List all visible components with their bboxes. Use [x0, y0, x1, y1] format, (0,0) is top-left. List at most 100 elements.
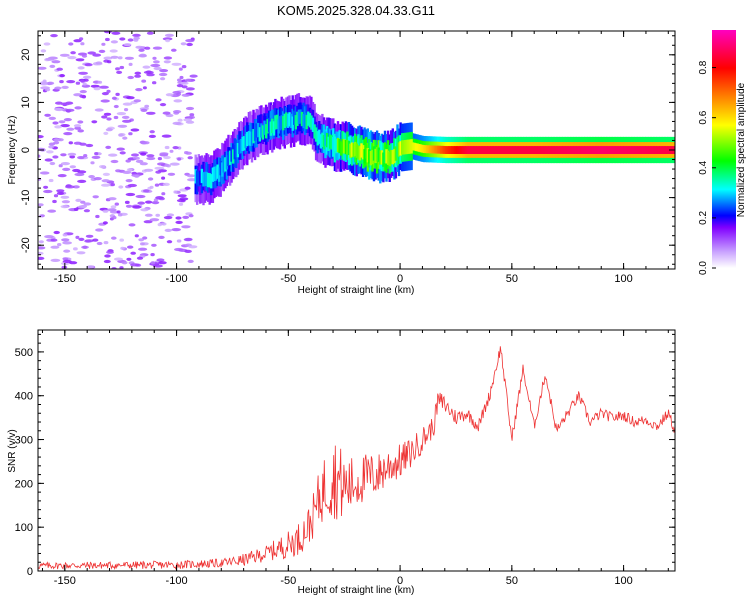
- x-tick-label: -150: [54, 273, 76, 285]
- x-tick-label: -100: [166, 273, 188, 285]
- noise-speckle: [103, 112, 112, 116]
- noise-speckle: [181, 85, 188, 89]
- noise-speckle: [70, 51, 76, 55]
- ridge-cell: [336, 137, 340, 153]
- noise-speckle: [187, 259, 194, 263]
- ridge-cell: [529, 146, 532, 154]
- ridge-cell: [341, 139, 344, 154]
- noise-speckle: [105, 37, 110, 42]
- noise-speckle: [59, 53, 70, 57]
- noise-speckle: [60, 195, 70, 199]
- noise-speckle: [107, 208, 117, 212]
- noise-speckle: [140, 152, 147, 156]
- noise-speckle: [38, 240, 44, 244]
- noise-speckle: [127, 75, 134, 80]
- noise-speckle: [136, 256, 144, 260]
- noise-speckle: [128, 223, 136, 227]
- noise-speckle: [92, 195, 99, 199]
- ridge-cell: [247, 130, 251, 146]
- ridge-cell: [552, 146, 556, 154]
- ridge-cell: [263, 120, 266, 135]
- ridge-cell: [322, 135, 326, 150]
- noise-speckle: [188, 115, 195, 119]
- ridge-cell: [505, 146, 509, 154]
- noise-speckle: [92, 238, 99, 242]
- ridge-cell: [274, 115, 277, 130]
- ridge-cell: [641, 146, 645, 154]
- ridge-cell: [280, 115, 283, 130]
- noise-speckle: [184, 151, 189, 155]
- ridge-cell: [293, 110, 296, 125]
- ridge-cell: [222, 158, 225, 173]
- noise-speckle: [114, 202, 120, 206]
- noise-speckle: [38, 256, 45, 260]
- noise-speckle: [60, 205, 69, 209]
- noise-speckle: [105, 145, 112, 149]
- noise-speckle: [169, 162, 180, 166]
- noise-speckle: [100, 99, 110, 103]
- noise-speckle: [137, 201, 145, 205]
- ridge-cell: [521, 146, 524, 154]
- ridge-cell: [393, 148, 396, 164]
- noise-speckle: [139, 162, 148, 166]
- ridge-cell: [632, 146, 635, 154]
- noise-speckle: [79, 142, 87, 146]
- noise-speckle: [134, 71, 142, 75]
- ridge-cell: [394, 146, 398, 161]
- ridge-cell: [557, 146, 560, 154]
- noise-speckle: [78, 237, 85, 241]
- noise-speckle: [163, 60, 171, 64]
- noise-speckle: [159, 69, 169, 73]
- noise-speckle: [69, 165, 77, 169]
- ridge-cell: [344, 140, 348, 155]
- noise-speckle: [50, 258, 61, 262]
- ridge-cell: [563, 146, 567, 154]
- ridge-cell: [343, 139, 346, 154]
- noise-speckle: [125, 192, 136, 197]
- noise-speckle: [38, 246, 46, 250]
- noise-speckle: [38, 251, 44, 255]
- noise-speckle: [159, 152, 169, 156]
- ridge-cell: [228, 150, 232, 165]
- ridge-cell: [626, 146, 629, 154]
- noise-speckle: [171, 48, 177, 52]
- noise-speckle: [152, 56, 157, 60]
- noise-speckle: [87, 51, 96, 55]
- y-tick-label: 200: [15, 478, 33, 490]
- ridge-cell: [465, 146, 468, 154]
- noise-speckle: [110, 40, 118, 44]
- noise-speckle: [78, 71, 88, 75]
- noise-speckle: [103, 131, 109, 135]
- ridge-cell: [197, 172, 200, 187]
- noise-speckle: [144, 168, 154, 172]
- noise-speckle: [155, 213, 160, 217]
- ridge-cell: [612, 146, 615, 154]
- ridge-cell: [426, 145, 429, 154]
- ridge-cell: [480, 146, 484, 154]
- noise-speckle: [52, 121, 59, 125]
- ridge-cell: [200, 168, 204, 184]
- ridge-cell: [616, 146, 620, 154]
- ridge-cell: [202, 172, 205, 187]
- ridge-cell: [663, 146, 667, 154]
- ridge-cell: [271, 118, 274, 133]
- noise-speckle: [62, 241, 72, 245]
- noise-speckle: [90, 84, 100, 88]
- x-tick-label: 0: [397, 273, 403, 285]
- noise-speckle: [116, 70, 123, 74]
- noise-speckle: [61, 238, 70, 242]
- noise-speckle: [161, 222, 167, 226]
- ridge-cell: [631, 146, 634, 154]
- ridge-cell: [402, 140, 405, 155]
- ridge-cell: [313, 124, 316, 139]
- noise-speckle: [45, 57, 55, 61]
- ridge-cell: [651, 146, 654, 154]
- ridge-cell: [560, 146, 563, 154]
- ridge-cell: [667, 146, 670, 154]
- ridge-cell: [469, 146, 473, 154]
- ridge-cell: [530, 146, 534, 154]
- ridge-cell: [297, 109, 301, 124]
- noise-speckle: [58, 120, 66, 124]
- noise-speckle: [47, 81, 55, 85]
- ridge-cell: [538, 146, 542, 154]
